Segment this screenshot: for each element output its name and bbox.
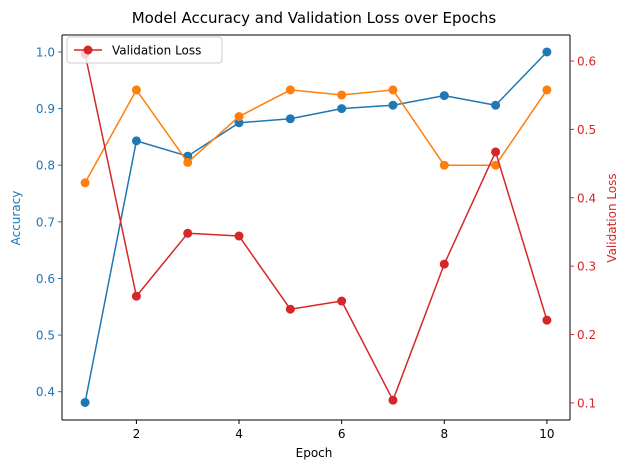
legend-box — [66, 36, 223, 64]
legend-marker-validation-loss — [83, 45, 93, 55]
series-line-1 — [84, 89, 548, 184]
chart-title: Model Accuracy and Validation Loss over … — [132, 9, 497, 27]
left-tick-label-0.5: 0.5 — [36, 329, 55, 343]
right-axis-title: Validation Loss — [605, 173, 619, 262]
left-tick-label-0.8: 0.8 — [36, 159, 55, 173]
series-0-point-8 — [439, 91, 449, 101]
series-1-point-2 — [131, 85, 141, 95]
series-line-2 — [84, 53, 548, 401]
right-tick-label-0.3: 0.3 — [577, 260, 596, 274]
series-0-point-10 — [542, 47, 552, 57]
left-tick-label-0.9: 0.9 — [36, 102, 55, 116]
series-1-point-7 — [388, 85, 398, 95]
left-tick-label-0.7: 0.7 — [36, 215, 55, 229]
series-line-0 — [84, 51, 548, 403]
right-tick-label-0.2: 0.2 — [577, 328, 596, 342]
series-1-point-6 — [337, 90, 347, 100]
x-axis-title: Epoch — [296, 446, 333, 460]
series-2-point-6 — [337, 296, 347, 306]
series-1-point-10 — [542, 85, 552, 95]
series-2-point-8 — [439, 259, 449, 269]
series-2-point-4 — [234, 231, 244, 241]
legend: Validation Loss — [66, 36, 223, 64]
series-2-point-5 — [285, 304, 295, 314]
series-2-point-7 — [388, 395, 398, 405]
series-0-point-5 — [285, 114, 295, 124]
series-2-point-10 — [542, 315, 552, 325]
series-2-point-2 — [131, 291, 141, 301]
plot-area: 2 4 6 8 10 0.4 0.5 0.6 0.7 0.8 0.9 1.0 0.1 0.2 0.3 0.4 0… — [36, 34, 596, 441]
series-1-point-4 — [234, 112, 244, 122]
series-0-point-1 — [80, 397, 90, 407]
x-tick-label-6: 6 — [338, 427, 346, 441]
series-0-point-7 — [388, 100, 398, 110]
series-1-point-3 — [183, 157, 193, 167]
series-0-point-4 — [234, 118, 244, 128]
x-tick-label-4: 4 — [235, 427, 243, 441]
series-1-point-1 — [80, 178, 90, 188]
left-tick-label-0.4: 0.4 — [36, 385, 55, 399]
right-tick-label-0.5: 0.5 — [577, 123, 596, 137]
right-tick-label-0.6: 0.6 — [577, 54, 596, 68]
x-tick-label-10: 10 — [539, 427, 554, 441]
series-1-point-8 — [439, 160, 449, 170]
left-tick-label-1: 1.0 — [36, 45, 55, 59]
left-tick-label-0.6: 0.6 — [36, 272, 55, 286]
series-2-point-9 — [491, 147, 501, 157]
legend-label-validation-loss: Validation Loss — [112, 44, 201, 58]
left-axis-title: Accuracy — [9, 191, 23, 246]
series-1-point-5 — [285, 85, 295, 95]
right-tick-label-0.4: 0.4 — [577, 191, 596, 205]
series-0-point-9 — [491, 100, 501, 110]
x-tick-label-8: 8 — [440, 427, 448, 441]
series-2-point-3 — [183, 228, 193, 238]
x-tick-label-2: 2 — [133, 427, 141, 441]
series-0-point-2 — [131, 136, 141, 146]
series-0-point-6 — [337, 104, 347, 114]
series-1-point-9 — [491, 160, 501, 170]
right-tick-label-0.1: 0.1 — [577, 396, 596, 410]
